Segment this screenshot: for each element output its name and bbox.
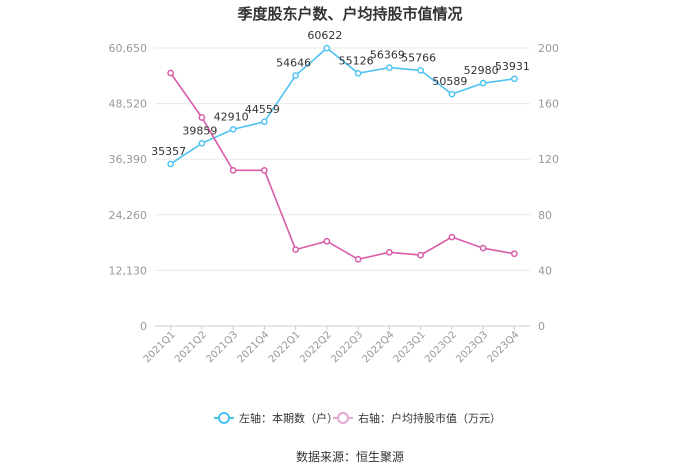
data-label: 42910: [214, 110, 249, 123]
legend-label-left: 左轴：本期数（户）: [239, 411, 338, 425]
right-axis-tick-label: 40: [538, 264, 552, 277]
data-point: [198, 114, 206, 121]
legend: 左轴：本期数（户） 右轴：户均持股市值（万元）: [214, 411, 501, 425]
data-label: 35357: [151, 145, 186, 158]
x-axis-tick-label: 2023Q4: [486, 329, 522, 365]
x-axis-ticks: 2021Q12021Q22021Q32021Q42022Q12022Q22022…: [142, 329, 522, 365]
right-axis-ticks: 0 40 80 120 160 200: [538, 42, 559, 333]
data-label: 56369: [370, 49, 405, 62]
data-point: [479, 244, 487, 252]
data-point: [448, 233, 456, 241]
x-axis-tick-label: 2023Q1: [392, 329, 428, 365]
data-point: [511, 250, 518, 258]
data-point: [386, 248, 393, 256]
data-label: 44559: [245, 103, 280, 116]
data-point: [292, 72, 299, 79]
data-point: [386, 64, 393, 71]
left-axis-tick-label: 36,390: [109, 153, 148, 166]
data-label: 54646: [276, 57, 311, 70]
legend-marker-right: [337, 412, 349, 424]
data-point: [229, 125, 237, 133]
x-axis-tick-label: 2023Q2: [423, 329, 459, 365]
data-point: [261, 118, 268, 126]
series-line-holders: [170, 47, 515, 165]
grid-lines: [155, 47, 530, 330]
data-label: 55126: [339, 54, 374, 67]
data-point: [354, 255, 362, 263]
data-label: 39859: [182, 124, 217, 137]
left-axis-tick-label: 0: [140, 320, 147, 333]
right-axis-tick-label: 120: [538, 153, 559, 166]
data-point: [261, 166, 268, 174]
legend-marker-left: [218, 412, 230, 424]
left-axis-tick-label: 48,520: [109, 98, 148, 111]
x-axis-tick-label: 2022Q3: [329, 329, 365, 365]
data-point: [229, 166, 237, 174]
right-axis-tick-label: 0: [538, 320, 545, 333]
data-point: [292, 246, 299, 253]
source-note: 数据来源：恒生聚源: [296, 449, 404, 464]
x-axis-tick-label: 2021Q4: [236, 329, 272, 365]
legend-label-right: 右轴：户均持股市值（万元）: [358, 411, 501, 425]
x-axis-tick-label: 2022Q4: [361, 329, 397, 365]
data-label: 50589: [432, 75, 467, 88]
x-axis-tick-label: 2022Q1: [267, 329, 303, 365]
left-axis-tick-label: 60,650: [109, 42, 148, 55]
x-axis-tick-label: 2022Q2: [298, 329, 334, 365]
series-group: [167, 44, 518, 263]
chart-title: 季度股东户数、户均持股市值情况: [237, 5, 462, 23]
data-point: [479, 79, 487, 87]
data-label: 60622: [307, 29, 342, 42]
data-point: [417, 67, 424, 74]
x-axis-tick-label: 2021Q3: [204, 329, 240, 365]
left-axis-ticks: 0 12,130 24,260 36,390 48,520 60,650: [109, 42, 148, 333]
legend-item-right[interactable]: 右轴：户均持股市值（万元）: [333, 411, 501, 425]
data-point: [167, 69, 174, 77]
left-axis-tick-label: 12,130: [109, 264, 148, 277]
data-label: 53931: [495, 60, 530, 73]
data-label: 55766: [401, 51, 436, 64]
x-axis-tick-label: 2023Q3: [454, 329, 490, 365]
series-line-avg-value: [169, 72, 515, 261]
right-axis-tick-label: 80: [538, 209, 552, 222]
right-axis-tick-label: 160: [538, 98, 559, 111]
data-label: 52980: [464, 64, 499, 77]
data-point: [417, 251, 424, 259]
left-axis-tick-label: 24,260: [109, 209, 148, 222]
x-axis-tick-label: 2021Q1: [142, 329, 178, 365]
data-point: [167, 160, 174, 168]
legend-item-left[interactable]: 左轴：本期数（户）: [214, 411, 338, 425]
data-point: [323, 44, 331, 52]
data-point: [323, 237, 331, 245]
data-point: [354, 69, 362, 77]
data-point: [511, 75, 518, 83]
right-axis-tick-label: 200: [538, 42, 559, 55]
x-axis-tick-label: 2021Q2: [173, 329, 209, 365]
data-point: [198, 139, 206, 147]
data-point: [448, 90, 456, 98]
